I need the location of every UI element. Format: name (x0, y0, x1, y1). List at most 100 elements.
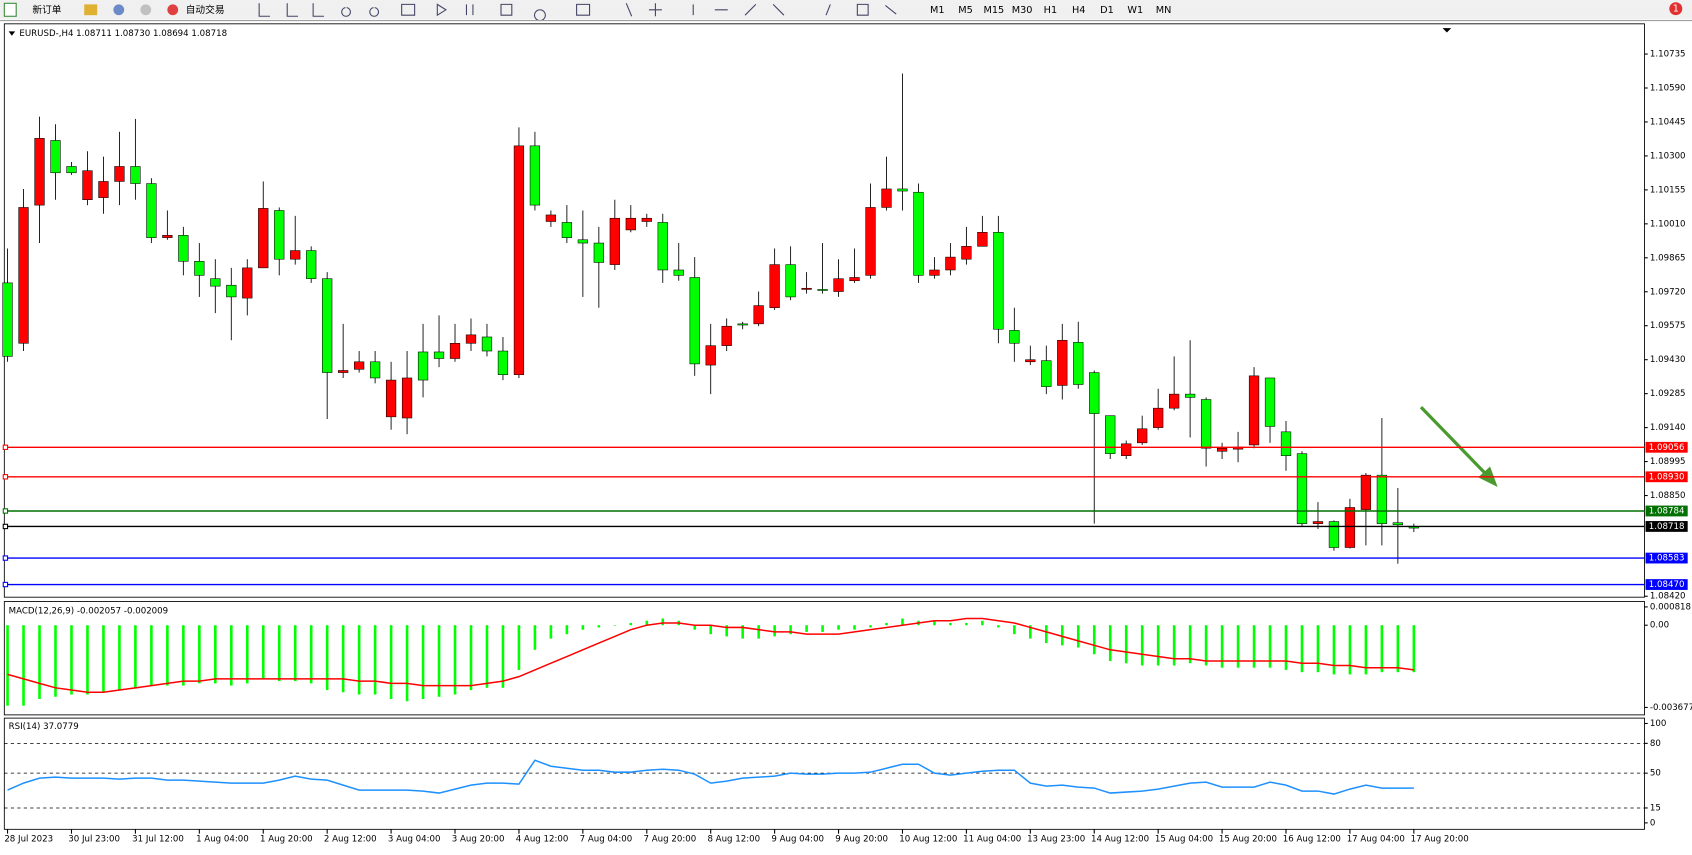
icon[interactable] (140, 4, 152, 16)
timeframe-button[interactable]: H1 (1044, 5, 1057, 16)
macd-bar (245, 625, 249, 684)
candle-body (1105, 415, 1116, 454)
candle-body (673, 269, 684, 276)
macd-bar (981, 620, 984, 626)
x-tick-label: 17 Aug 20:00 (1411, 835, 1469, 845)
x-tick-label: 16 Aug 12:00 (1283, 835, 1341, 845)
timeframe-button[interactable]: W1 (1127, 5, 1143, 16)
candle-body (306, 250, 317, 279)
macd-bar (869, 625, 872, 628)
macd-bar (150, 625, 153, 686)
icon[interactable] (84, 4, 98, 16)
auto-trading-icon[interactable] (167, 4, 179, 16)
candle-body (465, 334, 477, 344)
candle-body (385, 379, 397, 418)
new-order-icon[interactable] (3, 2, 17, 17)
macd-bar (261, 625, 265, 679)
macd-bar (453, 625, 457, 695)
macd-bar (725, 625, 728, 637)
y-tick-label: 100 (1650, 719, 1666, 729)
x-tick-label: 3 Aug 04:00 (388, 835, 441, 845)
macd-bar (1252, 625, 1256, 668)
candle-body (226, 284, 237, 298)
symbol-menu[interactable] (8, 31, 16, 36)
macd-bar (1220, 625, 1224, 668)
macd-bar (885, 622, 888, 626)
macd-bar (309, 625, 313, 684)
macd-bar (901, 618, 904, 626)
x-tick-label: 9 Aug 04:00 (771, 835, 824, 845)
macd-bar (613, 625, 617, 626)
macd-bar (469, 625, 473, 691)
candle-body (1025, 359, 1036, 363)
candle-body (561, 222, 573, 238)
y-tick-label: 0.000818 (1650, 602, 1691, 612)
candle-body (737, 323, 748, 326)
timeframe-button[interactable]: M30 (1012, 5, 1033, 16)
x-tick-label: 1 Aug 20:00 (260, 835, 313, 845)
macd-bar (325, 625, 329, 691)
x-tick-label: 7 Aug 04:00 (580, 835, 633, 845)
macd-bar (198, 625, 201, 684)
macd-bar (1316, 625, 1320, 673)
x-tick-label: 2 Aug 12:00 (324, 835, 377, 845)
x-tick-label: 11 Aug 04:00 (963, 835, 1021, 845)
macd-bar (421, 625, 425, 700)
candle-body (194, 261, 205, 276)
level-marker (2, 555, 9, 561)
candle-body (881, 188, 892, 208)
rsi-line (7, 759, 1414, 795)
y-tick-label: 1.10445 (1650, 117, 1686, 127)
y-tick-label: 50 (1650, 769, 1661, 779)
auto-trading[interactable]: 自动交易 (186, 3, 225, 16)
candle-body (1376, 474, 1388, 524)
macd-bar (373, 625, 377, 695)
y-tick-label: 1.09720 (1650, 287, 1686, 297)
icon[interactable] (113, 4, 125, 16)
macd-bar (853, 625, 856, 630)
macd-bar (1029, 625, 1032, 639)
y-tick-label: 0.00 (1650, 621, 1669, 631)
macd-bar (1364, 625, 1368, 675)
candle-body (817, 289, 828, 291)
candle-body (2, 282, 13, 357)
candle-body (913, 191, 924, 276)
x-tick-label: 15 Aug 20:00 (1219, 835, 1277, 845)
macd-bar (1045, 625, 1048, 644)
timeframe-button[interactable]: M15 (983, 5, 1004, 16)
macd-bar (166, 625, 169, 686)
candle-body (961, 246, 972, 260)
macd-bar (1300, 625, 1304, 673)
candle-body (178, 235, 189, 262)
candle-body (1073, 342, 1084, 385)
macd-bar (965, 622, 968, 626)
timeframe-button[interactable]: M1 (930, 5, 945, 16)
macd-bar (22, 625, 25, 706)
y-tick-label: 1.09865 (1650, 253, 1686, 263)
level-label: 1.08930 (1649, 472, 1685, 482)
candle-body (993, 232, 1004, 330)
new-order[interactable]: 新订单 (32, 3, 61, 16)
candle-body (1264, 377, 1276, 427)
macd-bar (54, 625, 57, 697)
macd-bar (1188, 625, 1192, 664)
y-tick-label: 0 (1650, 818, 1656, 828)
candle-body (449, 343, 461, 359)
toolbar-icons[interactable] (258, 3, 897, 22)
notification-badge[interactable] (1669, 2, 1683, 16)
timeframe-button[interactable]: H4 (1072, 5, 1085, 16)
candle-body (369, 361, 381, 379)
candle-body (545, 214, 557, 222)
candle-body (1216, 447, 1228, 452)
candle-body (593, 242, 604, 263)
candle-body (1200, 399, 1212, 449)
timeframe-button[interactable]: M5 (958, 5, 973, 16)
candle-body (481, 336, 493, 352)
timeframe-button[interactable]: D1 (1100, 5, 1114, 16)
main-pane (3, 23, 1645, 598)
candle-body (146, 183, 157, 238)
candle-body (66, 166, 77, 174)
candle-body (1121, 443, 1132, 456)
timeframe-button[interactable]: MN (1156, 5, 1172, 16)
macd-bar (1076, 625, 1080, 648)
